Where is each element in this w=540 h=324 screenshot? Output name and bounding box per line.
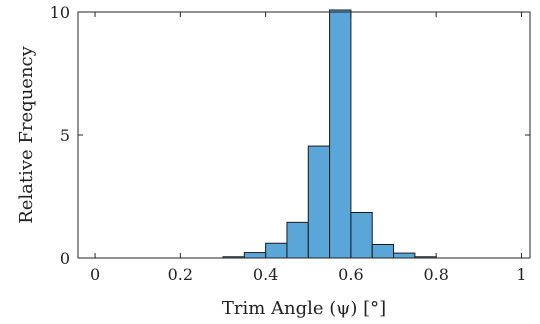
x-tick-label: 0.8 (423, 265, 448, 284)
histogram-bars (222, 9, 437, 259)
x-tick-label: 0.4 (253, 265, 278, 284)
histogram-bar-5 (329, 9, 352, 259)
histogram-bar-8 (393, 252, 416, 259)
histogram-bar-7 (371, 243, 395, 259)
x-tick-label: 0.2 (168, 265, 193, 284)
y-axis-label: Relative Frequency (16, 45, 37, 223)
y-tick-label: 10 (50, 3, 70, 22)
x-tick-label: 0.6 (338, 265, 363, 284)
x-axis-label: Trim Angle (ψ) [°] (222, 298, 386, 319)
histogram-bar-1 (243, 252, 267, 259)
histogram-bar-4 (307, 145, 331, 259)
histogram-bar-6 (350, 211, 373, 259)
histogram-bar-2 (265, 242, 288, 259)
y-tick-label: 0 (60, 249, 70, 268)
x-axis-ticks: 0 0.2 0.4 0.6 0.8 1 (90, 12, 527, 284)
y-axis-ticks: 0 5 10 (50, 3, 530, 268)
x-tick-label: 0 (90, 265, 100, 284)
histogram-bar-3 (286, 221, 309, 259)
y-tick-label: 5 (60, 126, 70, 145)
x-tick-label: 1 (516, 265, 526, 284)
plot-frame (77, 11, 531, 259)
